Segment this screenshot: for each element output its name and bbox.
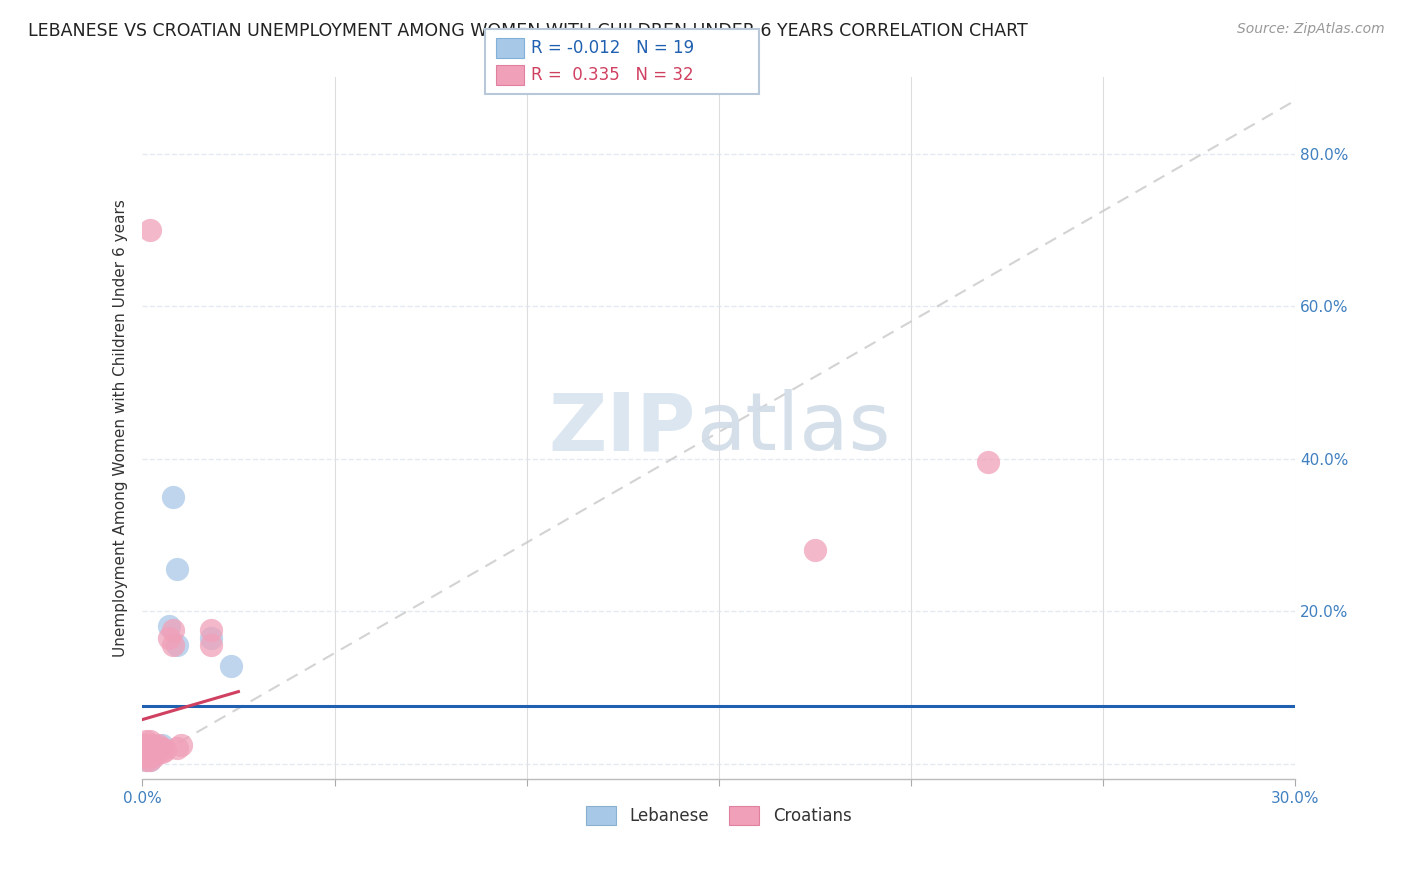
Point [166, 741, 188, 756]
Point [135, 753, 157, 767]
Y-axis label: Unemployment Among Women with Children Under 6 years: Unemployment Among Women with Children U… [114, 199, 128, 657]
Point [135, 738, 157, 752]
Point [219, 659, 242, 673]
Legend: Lebanese, Croatians: Lebanese, Croatians [578, 797, 859, 834]
Point [135, 741, 157, 756]
Text: R =  0.335   N = 32: R = 0.335 N = 32 [531, 66, 695, 84]
Text: atlas: atlas [696, 389, 890, 467]
Point [142, 738, 165, 752]
Point [139, 741, 162, 756]
Point [166, 562, 188, 576]
Text: ZIP: ZIP [548, 389, 696, 467]
Point [157, 619, 180, 633]
Point [135, 753, 157, 767]
Text: LEBANESE VS CROATIAN UNEMPLOYMENT AMONG WOMEN WITH CHILDREN UNDER 6 YEARS CORREL: LEBANESE VS CROATIAN UNEMPLOYMENT AMONG … [28, 22, 1028, 40]
Point [135, 749, 157, 764]
Point [139, 733, 162, 747]
Point [162, 490, 184, 504]
Point [157, 631, 180, 645]
Point [146, 741, 169, 756]
Point [139, 749, 162, 764]
Point [135, 749, 157, 764]
Point [135, 741, 157, 756]
Point [155, 743, 177, 757]
Point [162, 639, 184, 653]
Point [139, 745, 162, 759]
Point [200, 624, 222, 638]
Point [142, 745, 165, 759]
Point [150, 741, 173, 756]
Point [170, 738, 193, 752]
Point [139, 745, 162, 759]
Point [139, 753, 162, 767]
Point [200, 639, 222, 653]
Point [139, 753, 162, 767]
Point [135, 745, 157, 759]
Point [166, 639, 188, 653]
Point [135, 738, 157, 752]
Point [146, 738, 169, 752]
Point [142, 749, 165, 764]
Point [200, 631, 222, 645]
Point [139, 749, 162, 764]
Point [142, 741, 165, 756]
Point [135, 733, 157, 747]
Text: R = -0.012   N = 19: R = -0.012 N = 19 [531, 39, 695, 57]
Point [135, 745, 157, 759]
Text: Source: ZipAtlas.com: Source: ZipAtlas.com [1237, 22, 1385, 37]
Point [162, 624, 184, 638]
Point [139, 743, 162, 757]
Point [804, 543, 827, 558]
Point [142, 745, 165, 759]
Point [146, 741, 169, 756]
Point [146, 745, 169, 759]
Point [139, 743, 162, 757]
Point [150, 745, 173, 759]
Point [139, 738, 162, 752]
Point [150, 738, 173, 752]
Point [139, 223, 162, 237]
Point [977, 455, 1000, 469]
